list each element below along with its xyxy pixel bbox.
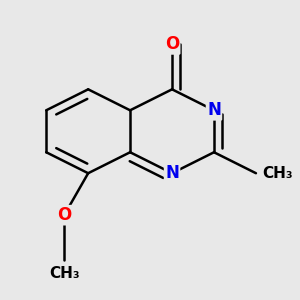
Text: N: N	[207, 101, 221, 119]
Text: O: O	[57, 206, 71, 224]
Text: O: O	[165, 35, 179, 53]
Text: N: N	[165, 164, 179, 182]
Text: CH₃: CH₃	[262, 166, 292, 181]
Text: CH₃: CH₃	[49, 266, 80, 281]
